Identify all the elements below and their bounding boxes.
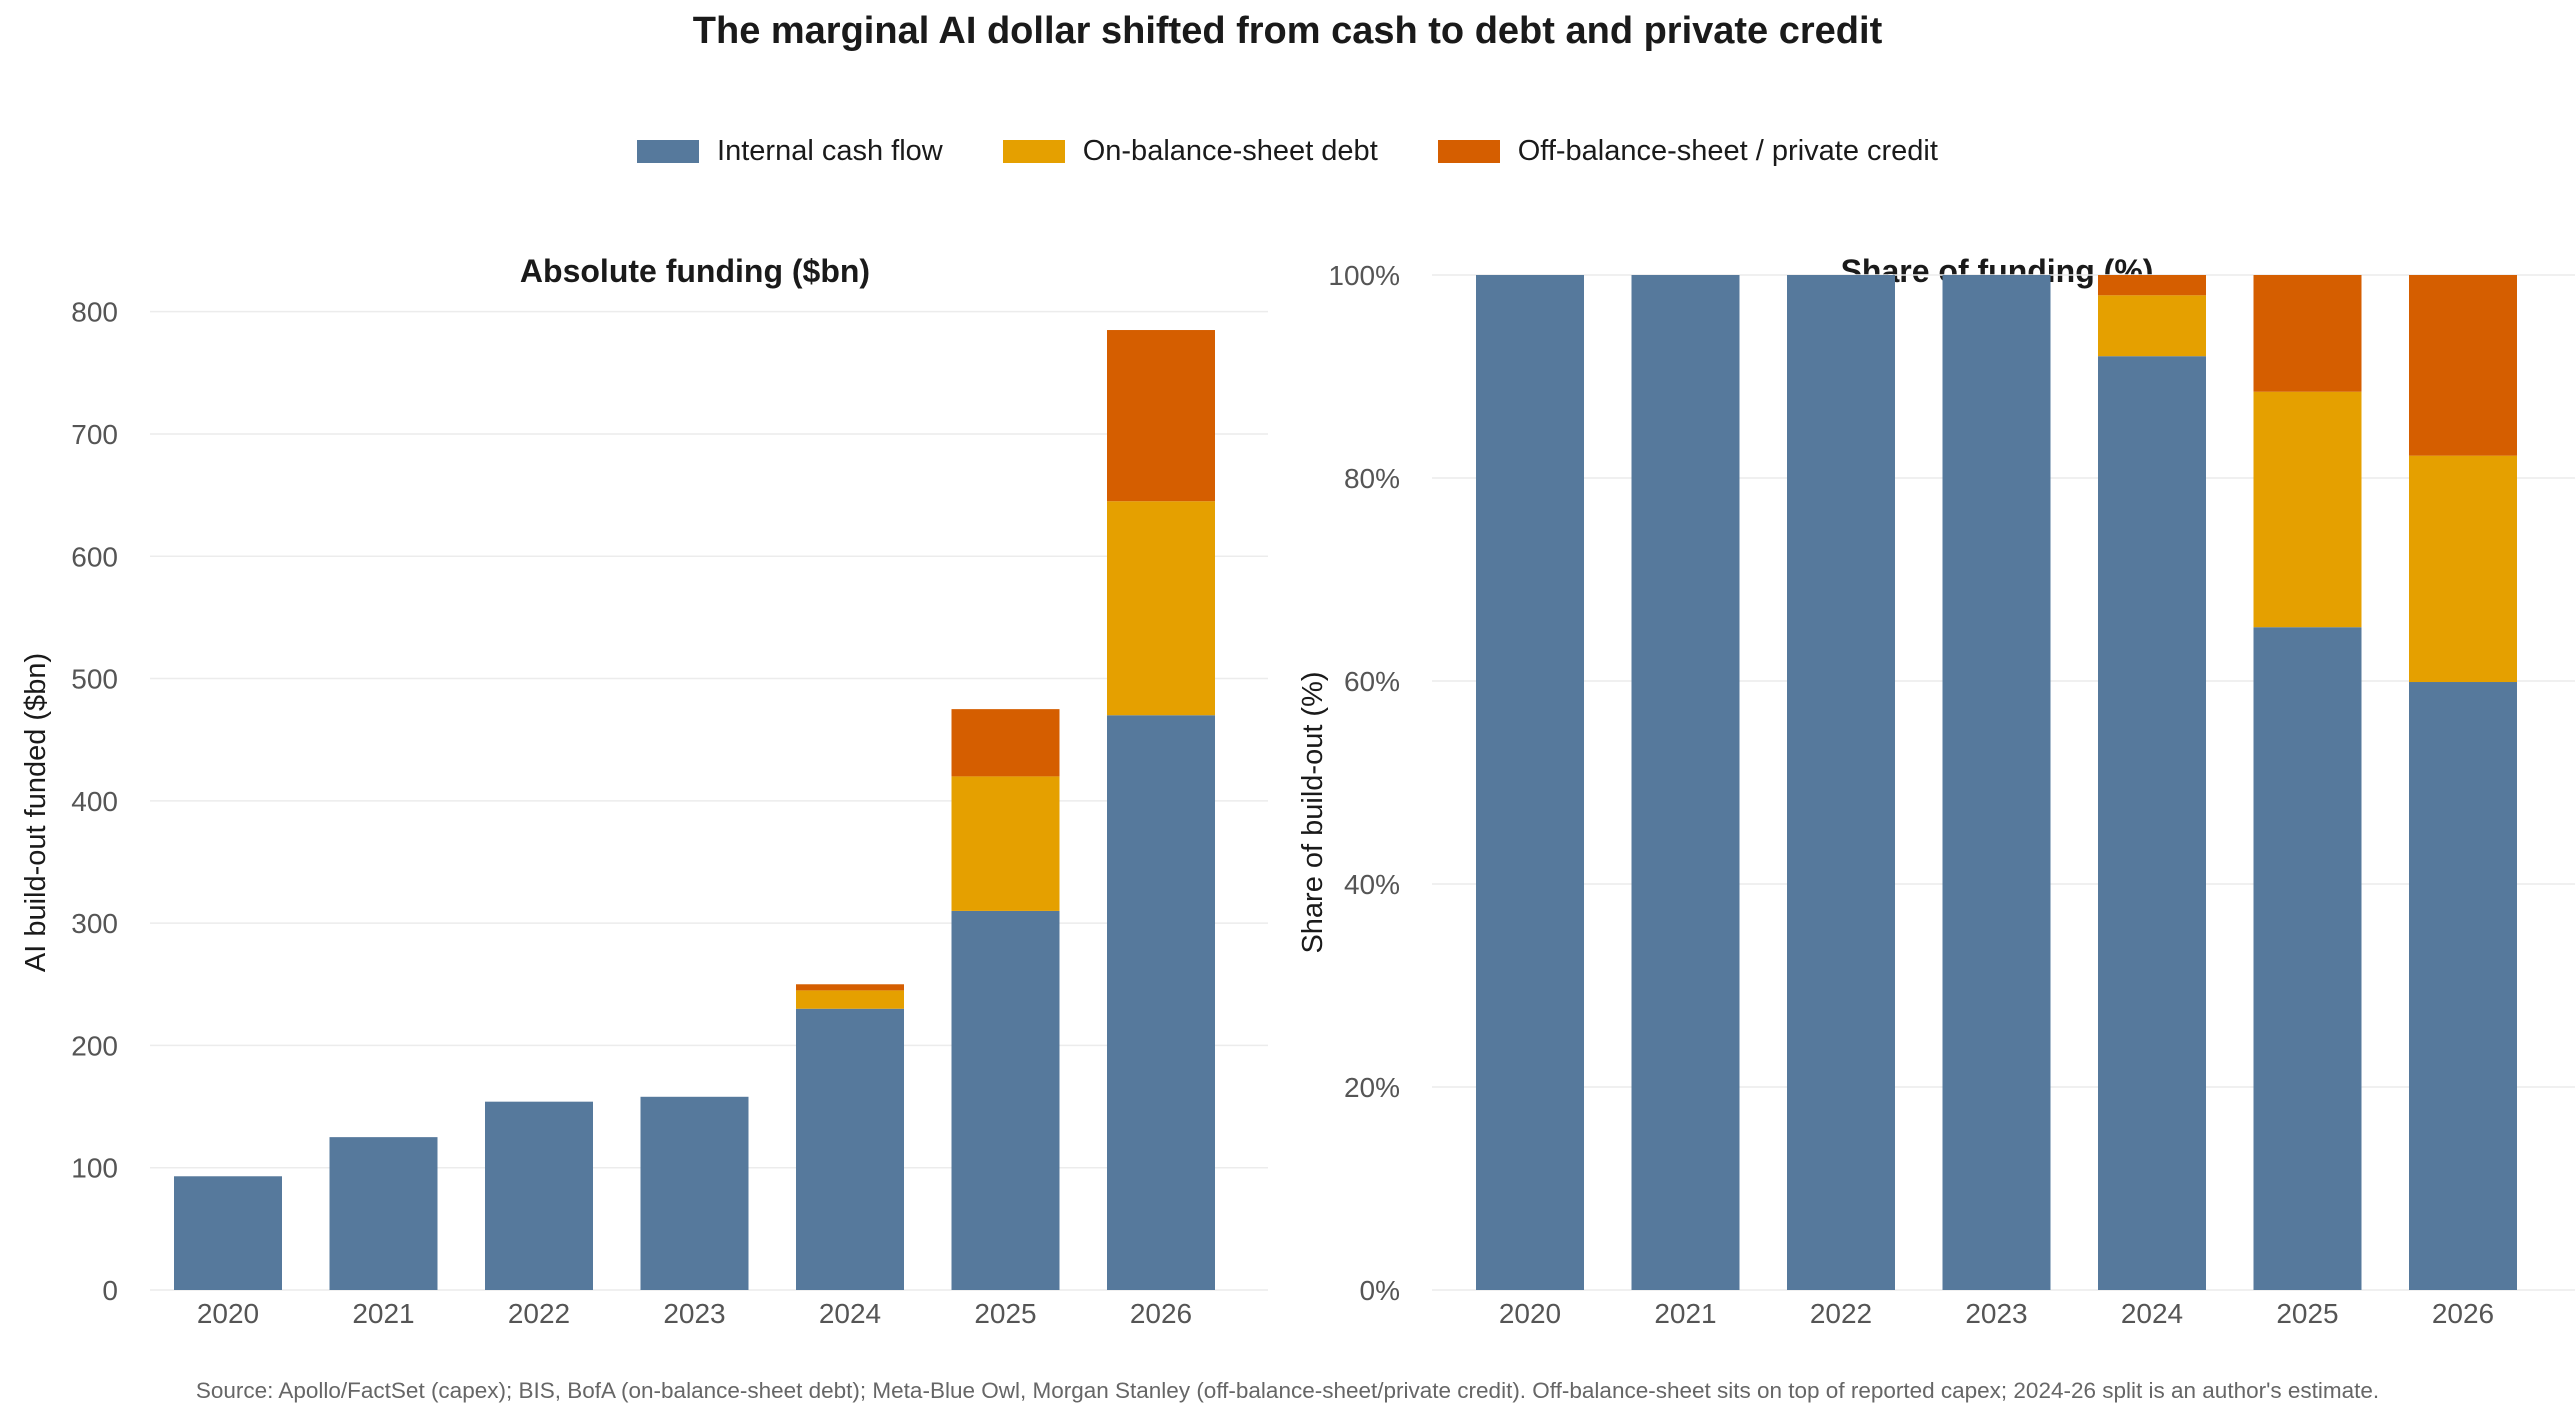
panel2-ytick-label-80: 80% xyxy=(1344,463,1400,494)
legend-item-internal-cash-flow: Internal cash flow xyxy=(637,135,943,168)
panel2-xtick-label-2021: 2021 xyxy=(1654,1298,1716,1329)
panel2-ytick-label-40: 40% xyxy=(1344,869,1400,900)
panel2-bar-2020-internal-cash-flow xyxy=(1476,275,1584,1290)
panel1-bar-2025-off-balance-sheet-private-credit xyxy=(951,709,1060,777)
panel2-bar-2026-on-balance-sheet-debt xyxy=(2409,455,2517,683)
panel2-ytick-label-60: 60% xyxy=(1344,666,1400,697)
panel2-xtick-label-2024: 2024 xyxy=(2121,1298,2183,1329)
legend-swatch-internal-cash-flow xyxy=(637,140,700,163)
panel2-y-axis-label: Share of build-out (%) xyxy=(1297,671,1329,953)
legend-item-on-balance-sheet-debt: On-balance-sheet debt xyxy=(1002,135,1378,168)
panel1-bar-2025-internal-cash-flow xyxy=(951,910,1060,1290)
panel1-bar-2020-internal-cash-flow xyxy=(174,1176,282,1290)
panel1-ytick-label-500: 500 xyxy=(71,664,118,695)
panel1-xtick-label-2025: 2025 xyxy=(974,1298,1036,1329)
legend: Internal cash flow On-balance-sheet debt… xyxy=(0,135,2575,168)
panel1-ytick-label-400: 400 xyxy=(71,786,118,817)
panel1-title: Absolute funding ($bn) xyxy=(520,253,870,289)
panel2-xtick-label-2025: 2025 xyxy=(2276,1298,2338,1329)
panel1-bar-2021-internal-cash-flow xyxy=(329,1137,438,1290)
panel1-ytick-label-800: 800 xyxy=(71,297,118,328)
panel1-bar-2026-off-balance-sheet-private-credit xyxy=(1107,330,1215,502)
panel1-bar-2025-on-balance-sheet-debt xyxy=(951,776,1060,911)
panel2-xtick-label-2020: 2020 xyxy=(1499,1298,1561,1329)
panel2-bar-2024-internal-cash-flow xyxy=(2098,356,2206,1290)
panel1-bar-2024-internal-cash-flow xyxy=(796,1008,904,1290)
panel1-bar-2024-off-balance-sheet-private-credit xyxy=(796,984,904,991)
panel2-ytick-label-0: 0% xyxy=(1360,1275,1400,1306)
panel2-bar-2026-off-balance-sheet-private-credit xyxy=(2409,275,2517,456)
legend-swatch-on-balance-sheet-debt xyxy=(1002,140,1065,163)
panel1-ytick-label-100: 100 xyxy=(71,1153,118,1184)
panel1-xtick-label-2021: 2021 xyxy=(352,1298,414,1329)
legend-label-on-balance-sheet-debt: On-balance-sheet debt xyxy=(1082,135,1378,167)
panel1-ytick-label-0: 0 xyxy=(102,1275,118,1306)
panel2-ytick-label-100: 100% xyxy=(1328,260,1400,291)
panel2-bar-2022-internal-cash-flow xyxy=(1787,275,1895,1290)
panel1-bar-2026-on-balance-sheet-debt xyxy=(1107,501,1215,716)
panel2-bar-2024-off-balance-sheet-private-credit xyxy=(2098,275,2206,296)
panel1-xtick-label-2023: 2023 xyxy=(663,1298,725,1329)
panel1-ytick-label-700: 700 xyxy=(71,419,118,450)
panel2-bar-2026-internal-cash-flow xyxy=(2409,682,2517,1290)
panel1-xtick-label-2026: 2026 xyxy=(1130,1298,1192,1329)
chart-title: The marginal AI dollar shifted from cash… xyxy=(692,10,1883,52)
panel2-xtick-label-2023: 2023 xyxy=(1965,1298,2027,1329)
panel1-bar-2024-on-balance-sheet-debt xyxy=(796,990,904,1009)
panel2-xtick-label-2026: 2026 xyxy=(2432,1298,2494,1329)
legend-swatch-off-balance-sheet xyxy=(1437,140,1500,163)
panel2-bar-2025-on-balance-sheet-debt xyxy=(2253,391,2362,628)
panel1-ytick-label-300: 300 xyxy=(71,908,118,939)
panel1-bar-2026-internal-cash-flow xyxy=(1107,715,1215,1290)
panel1-bar-2023-internal-cash-flow xyxy=(640,1096,749,1290)
panel1-ytick-label-600: 600 xyxy=(71,541,118,572)
panel2-bar-2025-off-balance-sheet-private-credit xyxy=(2253,275,2362,392)
legend-label-off-balance-sheet: Off-balance-sheet / private credit xyxy=(1517,135,1938,167)
panel2-bar-2024-on-balance-sheet-debt xyxy=(2098,295,2206,357)
panel1-xtick-label-2024: 2024 xyxy=(819,1298,881,1329)
panel1-xtick-label-2020: 2020 xyxy=(197,1298,259,1329)
panel1-xtick-label-2022: 2022 xyxy=(508,1298,570,1329)
legend-label-internal-cash-flow: Internal cash flow xyxy=(717,135,943,167)
panel1-bar-2022-internal-cash-flow xyxy=(485,1101,593,1290)
panel1-y-axis-label: AI build-out funded ($bn) xyxy=(20,653,52,972)
legend-item-off-balance-sheet: Off-balance-sheet / private credit xyxy=(1437,135,1938,168)
panel2-bar-2021-internal-cash-flow xyxy=(1631,275,1740,1290)
panel1-ytick-label-200: 200 xyxy=(71,1030,118,1061)
panel2-ytick-label-20: 20% xyxy=(1344,1072,1400,1103)
panel2-xtick-label-2022: 2022 xyxy=(1810,1298,1872,1329)
panel2-bar-2023-internal-cash-flow xyxy=(1942,275,2051,1290)
source-note: Source: Apollo/FactSet (capex); BIS, Bof… xyxy=(195,1378,2380,1403)
panel2-bar-2025-internal-cash-flow xyxy=(2253,627,2362,1290)
